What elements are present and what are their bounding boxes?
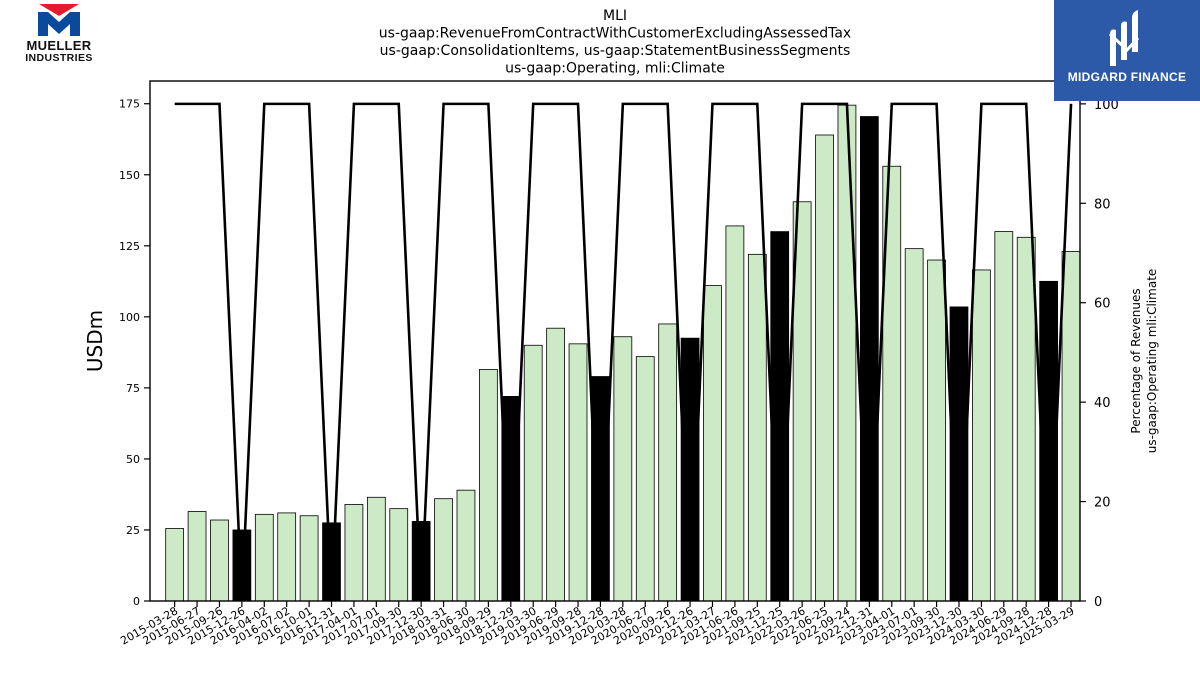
y2-tick-label: 80 bbox=[1094, 197, 1111, 212]
mueller-mark-icon bbox=[38, 4, 80, 36]
y-axis-right: 0 20 40 60 80 100 bbox=[1080, 98, 1119, 610]
bar-2024-03-30 bbox=[972, 269, 991, 602]
logo-line-2: INDUSTRIES bbox=[25, 52, 93, 64]
bar-2022-09-24 bbox=[837, 104, 857, 602]
bar-2023-09-30 bbox=[927, 259, 946, 602]
mueller-logo: MUELLER INDUSTRIES bbox=[14, 4, 104, 66]
y2-tick-label: 60 bbox=[1094, 297, 1111, 312]
y2-tick-label: 20 bbox=[1094, 496, 1111, 511]
title-line-4: us-gaap:Operating, mli:Climate bbox=[505, 61, 725, 77]
y-tick-label: 50 bbox=[126, 453, 140, 466]
bar-2024-06-29 bbox=[994, 231, 1014, 602]
y-tick-label: 75 bbox=[126, 382, 140, 395]
percentage-line bbox=[174, 102, 1073, 602]
bar-2021-06-26 bbox=[725, 225, 745, 602]
bar-2018-03-31 bbox=[434, 498, 453, 602]
y2-tick-label: 0 bbox=[1094, 595, 1102, 610]
midgard-wordmark: MIDGARD FINANCE bbox=[1067, 70, 1187, 84]
y-tick-label: 25 bbox=[126, 524, 140, 537]
bars bbox=[165, 104, 1081, 602]
bar-2021-12-25 bbox=[770, 231, 790, 602]
y-axis-left: 0 25 50 75 100 125 150 175 bbox=[119, 98, 150, 608]
y-axis-label: USDm bbox=[83, 310, 107, 372]
y-tick-label: 175 bbox=[119, 98, 140, 111]
bar-2018-09-29 bbox=[479, 369, 498, 602]
y-tick-label: 125 bbox=[119, 240, 140, 253]
bar-2016-04-02 bbox=[254, 513, 274, 602]
y2-tick-label: 40 bbox=[1094, 396, 1111, 411]
bar-2015-09-26 bbox=[210, 519, 229, 602]
bar-2017-09-30 bbox=[389, 508, 409, 602]
y-tick-label: 100 bbox=[119, 311, 140, 324]
bar-2017-07-01 bbox=[366, 496, 386, 602]
bar-2018-06-30 bbox=[456, 489, 476, 602]
y2-tick-label: 100 bbox=[1094, 98, 1119, 113]
y2-label-line-1: Percentage of Revenues bbox=[1129, 288, 1143, 433]
bar-2017-04-01 bbox=[344, 503, 364, 602]
title-line-2: us-gaap:RevenueFromContractWithCustomerE… bbox=[379, 26, 851, 42]
y2-axis-label: Percentage of Revenues us-gaap:Operating … bbox=[1129, 269, 1159, 454]
midgard-mark-icon bbox=[1108, 10, 1140, 66]
bar-2015-03-28 bbox=[165, 528, 185, 602]
bar-2015-06-27 bbox=[187, 511, 207, 602]
bar-2020-06-27 bbox=[635, 356, 655, 602]
logo-line-1: MUELLER bbox=[26, 38, 92, 53]
bar-2016-10-01 bbox=[299, 515, 319, 602]
chart-title: MLI us-gaap:RevenueFromContractWithCustom… bbox=[379, 8, 851, 77]
bar-2021-03-27 bbox=[703, 285, 722, 602]
bar-2019-03-30 bbox=[523, 344, 543, 602]
bar-2020-09-26 bbox=[658, 323, 678, 602]
bar-2020-03-28 bbox=[613, 336, 633, 602]
bar-2019-06-29 bbox=[546, 327, 565, 602]
bar-2022-06-25 bbox=[815, 134, 834, 602]
plot-frame bbox=[149, 80, 1081, 602]
title-line-1: MLI bbox=[603, 8, 627, 24]
bar-2025-03-29 bbox=[1061, 251, 1081, 602]
title-line-3: us-gaap:ConsolidationItems, us-gaap:Stat… bbox=[380, 43, 851, 59]
y-tick-label: 0 bbox=[133, 595, 140, 608]
bar-2021-09-25 bbox=[747, 253, 767, 602]
x-axis: 2015-03-282015-06-272015-09-262015-12-26… bbox=[118, 601, 1077, 648]
bar-2019-09-28 bbox=[568, 343, 588, 602]
bar-2018-12-29 bbox=[501, 396, 521, 602]
bar-2016-07-02 bbox=[277, 512, 297, 602]
bar-2023-07-01 bbox=[904, 248, 924, 602]
bar-2022-12-31 bbox=[859, 116, 879, 602]
y-tick-label: 150 bbox=[119, 169, 140, 182]
midgard-finance-logo: MIDGARD FINANCE bbox=[1054, 0, 1200, 101]
bar-2024-09-28 bbox=[1016, 236, 1036, 602]
y2-label-line-2: us-gaap:Operating mli:Climate bbox=[1145, 269, 1159, 454]
